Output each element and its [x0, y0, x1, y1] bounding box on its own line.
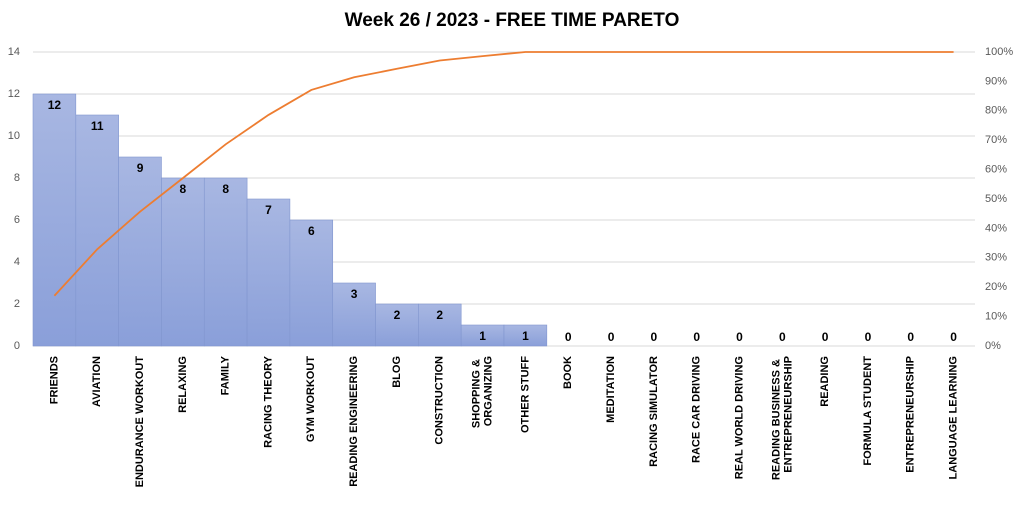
x-tick-group: FRIENDS	[48, 356, 60, 404]
y-tick-label: 8	[14, 172, 20, 184]
x-tick-label: RELAXING	[177, 356, 189, 413]
x-tick-label: GYM WORKOUT	[305, 356, 317, 442]
y-tick-label: 4	[14, 256, 20, 268]
value-label: 3	[351, 287, 358, 301]
x-tick-label: LANGUAGE LEARNING	[947, 356, 959, 479]
x-tick-group: RACING THEORY	[262, 355, 274, 448]
x-tick-group: GYM WORKOUT	[305, 356, 317, 442]
x-tick-group: READING	[819, 356, 831, 407]
y2-tick-label: 30%	[985, 252, 1007, 264]
x-tick-label: READING	[819, 356, 831, 407]
x-tick-group: FAMILY	[220, 355, 232, 395]
value-label: 0	[693, 330, 700, 344]
y-tick-label: 2	[14, 298, 20, 310]
value-label: 1	[522, 329, 529, 343]
x-tick-group: ENDURANCE WORKOUT	[134, 356, 146, 488]
value-label: 6	[308, 224, 315, 238]
x-tick-group: OTHER STUFF	[519, 356, 531, 433]
x-tick-group: READING ENGINEERING	[348, 356, 360, 487]
bar	[246, 198, 291, 347]
x-tick-label: CONSTRUCTION	[434, 356, 446, 445]
value-label: 12	[48, 98, 62, 112]
x-tick-group: BOOK	[562, 356, 574, 389]
x-tick-label: RACE CAR DRIVING	[691, 356, 703, 463]
y-tick-label: 6	[14, 214, 20, 226]
x-tick-label: OTHER STUFF	[519, 356, 531, 433]
y2-tick-label: 100%	[985, 46, 1013, 58]
x-tick-group: RACING SIMULATOR	[648, 356, 660, 467]
x-tick-group: CONSTRUCTION	[434, 356, 446, 445]
x-tick-group: RACE CAR DRIVING	[691, 356, 703, 463]
y2-tick-label: 60%	[985, 164, 1007, 176]
x-tick-group: BLOG	[391, 356, 403, 388]
y2-tick-label: 80%	[985, 105, 1007, 117]
y-tick-label: 10	[8, 130, 20, 142]
x-tick-group: ENTREPRENEURSHIP	[905, 356, 917, 473]
bar	[75, 114, 119, 347]
x-tick-label: READING ENGINEERING	[348, 356, 360, 487]
value-label: 0	[779, 330, 786, 344]
value-label: 0	[950, 330, 957, 344]
x-tick-group: READING BUSINESS & ENTREPRENEURSHIP	[770, 356, 794, 480]
value-label: 9	[137, 161, 144, 175]
value-label: 0	[736, 330, 743, 344]
bar	[503, 324, 548, 347]
value-label: 7	[265, 203, 272, 217]
y2-tick-label: 90%	[985, 75, 1007, 87]
value-label: 2	[436, 308, 443, 322]
x-tick-label: BOOK	[562, 356, 574, 389]
y-tick-label: 14	[8, 46, 20, 58]
x-tick-label: REAL WORLD DRIVING	[733, 356, 745, 479]
x-tick-group: AVIATION	[91, 356, 103, 407]
chart-title: Week 26 / 2023 - FREE TIME PARETO	[345, 10, 680, 31]
value-label: 0	[822, 330, 829, 344]
x-tick-group: LANGUAGE LEARNING	[947, 356, 959, 479]
x-tick-group: REAL WORLD DRIVING	[733, 356, 745, 479]
x-tick-label: READING BUSINESS & ENTREPRENEURSHIP	[770, 356, 794, 480]
y2-tick-label: 70%	[985, 134, 1007, 146]
bar	[375, 303, 419, 347]
x-tick-label: SHOPPING & ORGANIZING	[470, 356, 494, 428]
x-tick-label: FORMULA STUDENT	[862, 356, 874, 466]
y2-tick-label: 40%	[985, 222, 1007, 234]
value-label: 1	[479, 329, 486, 343]
x-tick-label: RACING SIMULATOR	[648, 356, 660, 467]
bar	[289, 219, 334, 347]
bar	[203, 177, 248, 347]
value-label: 0	[907, 330, 914, 344]
value-label: 8	[180, 182, 187, 196]
x-tick-label: RACING THEORY	[262, 355, 274, 448]
x-tick-group: RELAXING	[177, 356, 189, 413]
y-tick-label: 0	[14, 340, 20, 352]
bar	[332, 282, 376, 347]
bar	[118, 156, 162, 347]
bar	[161, 177, 205, 347]
x-tick-label: ENTREPRENEURSHIP	[905, 356, 917, 473]
y2-tick-label: 0%	[985, 340, 1001, 352]
x-tick-group: FORMULA STUDENT	[862, 356, 874, 466]
x-tick-group: SHOPPING & ORGANIZING	[470, 356, 494, 428]
x-tick-label: AVIATION	[91, 356, 103, 407]
x-tick-label: ENDURANCE WORKOUT	[134, 356, 146, 488]
x-tick-label: FRIENDS	[48, 356, 60, 404]
cumulative-line	[53, 51, 954, 297]
y2-tick-label: 50%	[985, 193, 1007, 205]
value-label: 0	[565, 330, 572, 344]
value-label: 8	[222, 182, 229, 196]
x-tick-label: FAMILY	[220, 355, 232, 395]
y-tick-label: 12	[8, 88, 20, 100]
y2-tick-label: 20%	[985, 281, 1007, 293]
x-tick-label: BLOG	[391, 356, 403, 388]
x-tick-group: MEDITATION	[605, 356, 617, 423]
bar	[32, 93, 77, 347]
x-tick-label: MEDITATION	[605, 356, 617, 423]
value-label: 0	[608, 330, 615, 344]
value-label: 0	[651, 330, 658, 344]
y2-tick-label: 10%	[985, 311, 1007, 323]
value-label: 0	[865, 330, 872, 344]
value-label: 2	[394, 308, 401, 322]
value-label: 11	[91, 119, 104, 133]
